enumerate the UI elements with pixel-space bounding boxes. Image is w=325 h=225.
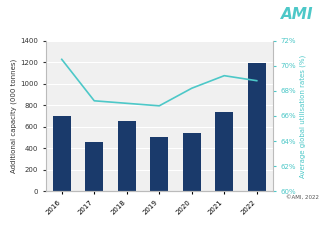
Bar: [215, 112, 233, 191]
Text: AMI: AMI: [281, 7, 314, 22]
Bar: [118, 121, 136, 191]
Text: FIGURE 1: Additional capacity and average utilisation rates 2016-2022: FIGURE 1: Additional capacity and averag…: [6, 10, 325, 19]
Y-axis label: Average global utilisation rates (%): Average global utilisation rates (%): [299, 54, 305, 178]
Bar: [248, 63, 266, 191]
Bar: [150, 137, 168, 191]
Bar: [183, 133, 201, 191]
Bar: [85, 142, 103, 191]
Bar: [53, 116, 71, 191]
Text: AMI | Market Report: BOPP Films Global Market 2022: AMI | Market Report: BOPP Films Global M…: [58, 210, 267, 217]
Text: ©AMI, 2022: ©AMI, 2022: [285, 195, 318, 200]
Y-axis label: Additional capacity (000 tonnes): Additional capacity (000 tonnes): [11, 59, 17, 173]
